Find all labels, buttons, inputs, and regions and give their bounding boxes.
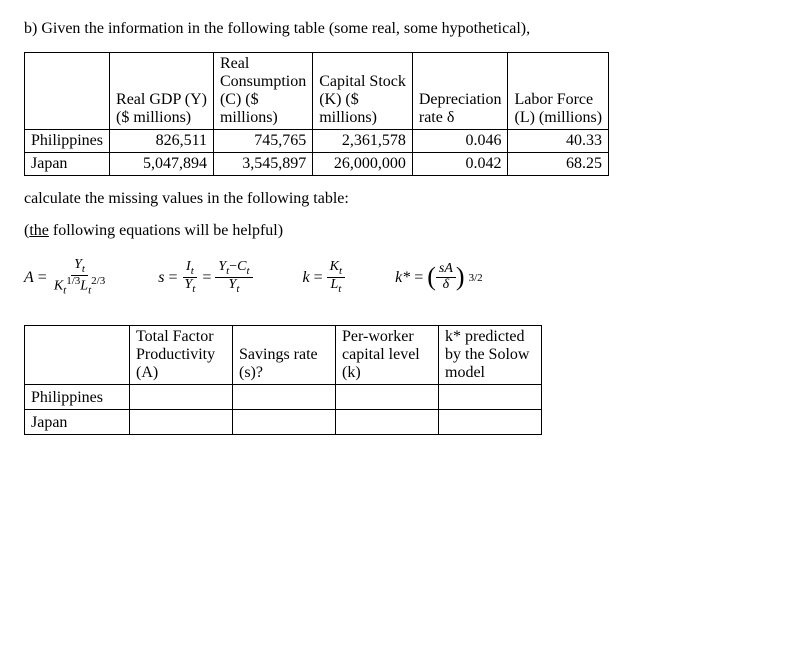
table-header-row: Total Factor Productivity (A) Savings ra… xyxy=(25,326,542,385)
data-table-1: Real GDP (Y) ($ millions) Real Consumpti… xyxy=(24,52,609,176)
instruction-2: (the following equations will be helpful… xyxy=(24,222,775,240)
header-labor: Labor Force (L) (millions) xyxy=(508,53,609,130)
table-row: Japan xyxy=(25,410,542,435)
header-country xyxy=(25,326,130,385)
header-savings: Savings rate (s)? xyxy=(233,326,336,385)
equation-A: A = Yt Kt1/3Lt2/3 xyxy=(24,258,108,297)
equations-row: A = Yt Kt1/3Lt2/3 s = It Yt = Yt−Ct Yt k… xyxy=(24,258,775,297)
cell-depreciation: 0.042 xyxy=(412,153,508,176)
cell-gdp: 5,047,894 xyxy=(110,153,214,176)
header-country xyxy=(25,53,110,130)
header-per-worker-k: Per-worker capital level (k) xyxy=(336,326,439,385)
cell-savings xyxy=(233,410,336,435)
cell-consumption: 3,545,897 xyxy=(213,153,312,176)
cell-country: Philippines xyxy=(25,130,110,153)
data-table-2: Total Factor Productivity (A) Savings ra… xyxy=(24,325,542,435)
cell-country: Japan xyxy=(25,410,130,435)
equation-kstar: k* = ( sA δ ) 3/2 xyxy=(395,262,483,292)
cell-kstar xyxy=(439,385,542,410)
table-row: Philippines 826,511 745,765 2,361,578 0.… xyxy=(25,130,609,153)
table-header-row: Real GDP (Y) ($ millions) Real Consumpti… xyxy=(25,53,609,130)
header-gdp: Real GDP (Y) ($ millions) xyxy=(110,53,214,130)
equation-s: s = It Yt = Yt−Ct Yt xyxy=(158,260,252,296)
cell-gdp: 826,511 xyxy=(110,130,214,153)
cell-capital: 2,361,578 xyxy=(313,130,413,153)
cell-tfp xyxy=(130,385,233,410)
cell-kstar xyxy=(439,410,542,435)
instruction-1: calculate the missing values in the foll… xyxy=(24,190,775,208)
cell-capital: 26,000,000 xyxy=(313,153,413,176)
cell-labor: 68.25 xyxy=(508,153,609,176)
header-consumption: Real Consumption (C) ($ millions) xyxy=(213,53,312,130)
header-tfp: Total Factor Productivity (A) xyxy=(130,326,233,385)
table-row: Philippines xyxy=(25,385,542,410)
problem-intro: b) Given the information in the followin… xyxy=(24,20,775,38)
cell-country: Philippines xyxy=(25,385,130,410)
header-depreciation: Depreciation rate δ xyxy=(412,53,508,130)
cell-labor: 40.33 xyxy=(508,130,609,153)
cell-tfp xyxy=(130,410,233,435)
cell-per-worker-k xyxy=(336,385,439,410)
cell-country: Japan xyxy=(25,153,110,176)
cell-consumption: 745,765 xyxy=(213,130,312,153)
header-kstar-solow: k* predicted by the Solow model xyxy=(439,326,542,385)
cell-depreciation: 0.046 xyxy=(412,130,508,153)
header-capital: Capital Stock (K) ($ millions) xyxy=(313,53,413,130)
cell-savings xyxy=(233,385,336,410)
equation-k: k = Kt Lt xyxy=(303,260,346,296)
cell-per-worker-k xyxy=(336,410,439,435)
table-row: Japan 5,047,894 3,545,897 26,000,000 0.0… xyxy=(25,153,609,176)
